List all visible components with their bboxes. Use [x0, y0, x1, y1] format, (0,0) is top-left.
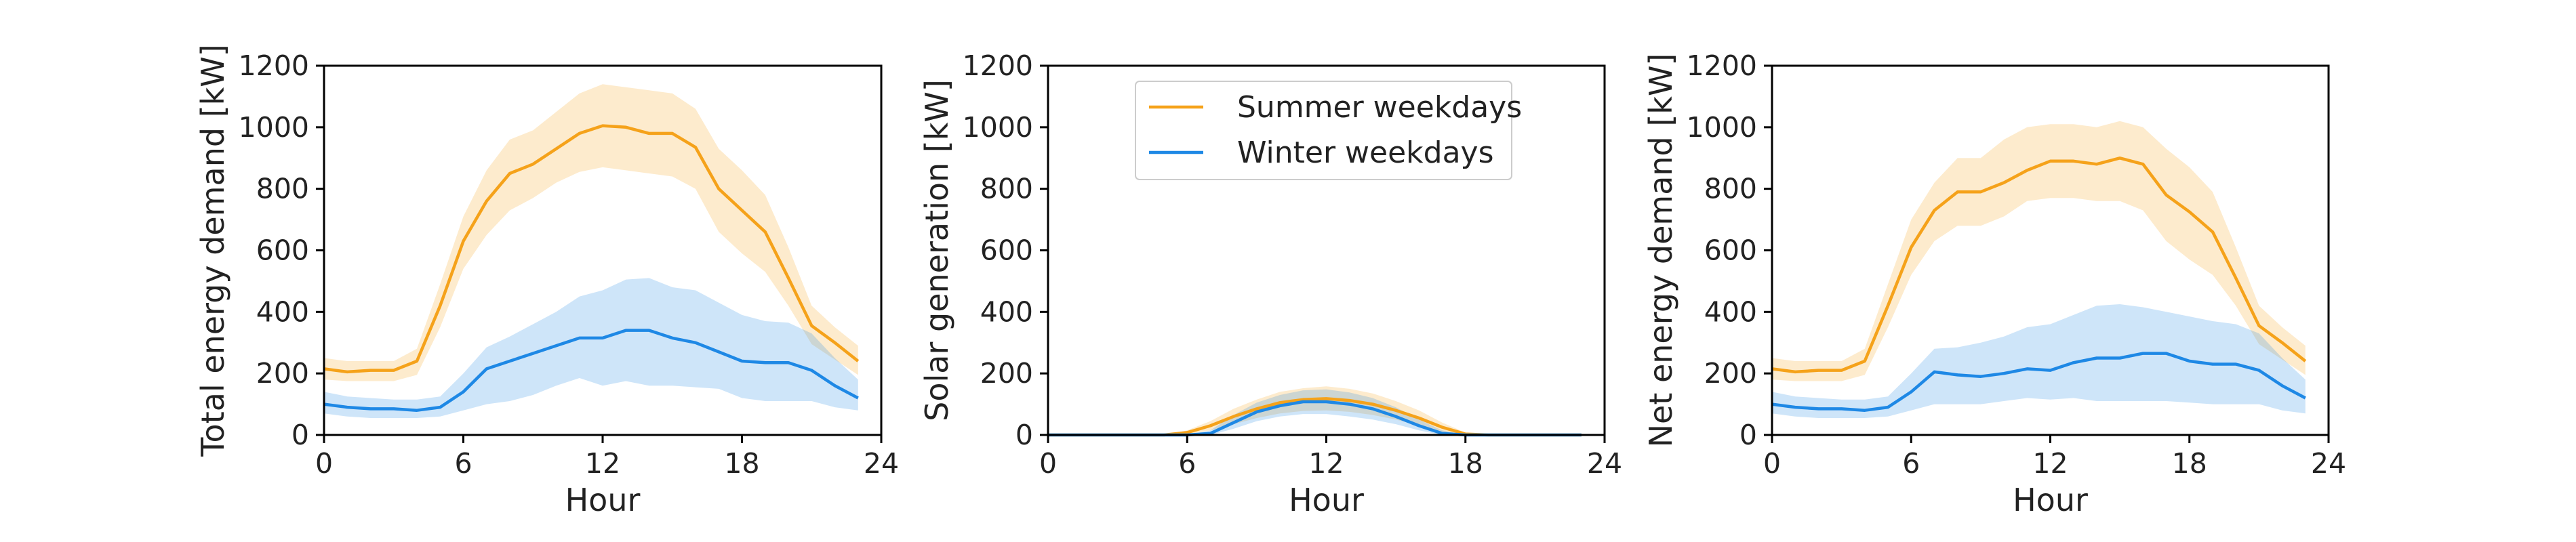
- y-tick-label: 600: [1704, 234, 1757, 267]
- y-axis-label: Total energy demand [kW]: [195, 44, 231, 457]
- y-tick-label: 1200: [963, 49, 1033, 82]
- panel-total-energy-demand: 0 6 12 18 24 0 200 400 600 800 1000 1200 Hour Total e…: [195, 44, 899, 518]
- band-summer: [324, 84, 858, 381]
- line-summer: [323, 124, 860, 374]
- y-tick-label: 0: [291, 419, 309, 451]
- y-tick-label: 600: [980, 234, 1033, 267]
- x-tick-label: 18: [2172, 447, 2207, 480]
- legend-label-summer: Summer weekdays: [1237, 90, 1522, 125]
- y-tick-label: 400: [980, 295, 1033, 328]
- x-tick-label: 0: [315, 447, 333, 480]
- y-tick-label: 200: [256, 357, 309, 390]
- y-tick-label: 1200: [1687, 49, 1757, 82]
- x-tick-label: 6: [1902, 447, 1920, 480]
- line-winter: [1771, 352, 2306, 412]
- x-axis-label: Hour: [2013, 482, 2088, 518]
- x-tick-label: 0: [1763, 447, 1781, 480]
- line-winter: [323, 329, 859, 412]
- legend: Summer weekdays Winter weekdays: [1135, 81, 1522, 180]
- x-tick-label: 12: [585, 447, 620, 480]
- x-tick-label: 24: [864, 447, 899, 480]
- y-axis-label: Solar generation [kW]: [919, 79, 955, 421]
- band-summer: [1772, 121, 2306, 381]
- x-tick-label: 0: [1039, 447, 1057, 480]
- y-tick-label: 1000: [239, 111, 309, 144]
- y-tick-label: 200: [980, 357, 1033, 390]
- y-tick-label: 800: [1704, 173, 1757, 205]
- y-tick-label: 800: [980, 173, 1033, 205]
- y-tick-label: 400: [1704, 295, 1757, 328]
- x-tick-label: 24: [1587, 447, 1622, 480]
- band-summer: [1048, 386, 1582, 435]
- panel-net-energy-demand: 0 6 12 18 24 0 200 400 600 800 1000 1200 Hour Net ene…: [1643, 49, 2346, 518]
- y-tick-label: 1000: [963, 111, 1033, 144]
- x-tick-label: 18: [724, 447, 759, 480]
- y-tick-label: 800: [256, 173, 309, 205]
- x-axis-label: Hour: [1289, 482, 1364, 518]
- band-winter: [1772, 304, 2306, 418]
- x-tick-label: 6: [1178, 447, 1196, 480]
- y-tick-label: 1200: [239, 49, 309, 82]
- y-tick-label: 0: [1739, 419, 1757, 451]
- y-tick-label: 200: [1704, 357, 1757, 390]
- x-tick-label: 24: [2311, 447, 2346, 480]
- band-winter: [1048, 389, 1582, 435]
- y-axis-label: Net energy demand [kW]: [1643, 54, 1679, 448]
- legend-box: [1135, 81, 1512, 180]
- x-tick-label: 12: [2032, 447, 2068, 480]
- y-tick-label: 1000: [1687, 111, 1757, 144]
- band-winter: [324, 278, 858, 418]
- y-tick-label: 400: [256, 295, 309, 328]
- y-tick-label: 600: [256, 234, 309, 267]
- x-tick-label: 6: [454, 447, 472, 480]
- x-axis-label: Hour: [565, 482, 641, 518]
- x-tick-label: 12: [1308, 447, 1344, 480]
- legend-label-winter: Winter weekdays: [1237, 136, 1494, 170]
- line-summer: [1771, 157, 2307, 374]
- x-tick-label: 18: [1448, 447, 1483, 480]
- y-tick-label: 0: [1015, 419, 1033, 451]
- panel-solar-generation: 0 6 12 18 24 0 200 400 600 800 1000 1200 Hour Solar g…: [919, 49, 1622, 518]
